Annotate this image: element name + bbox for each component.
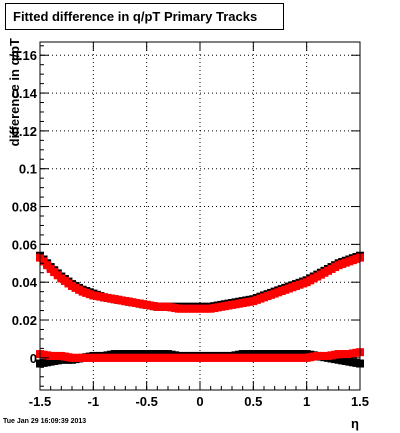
x-tick-label: -1 xyxy=(88,394,100,409)
x-tick-label: 1.5 xyxy=(351,394,369,409)
series-1 xyxy=(36,253,364,362)
y-tick-label: 0.14 xyxy=(12,86,38,101)
grid xyxy=(39,42,361,390)
x-tick-label: 1 xyxy=(303,394,310,409)
timestamp: Tue Jan 29 16:09:39 2013 xyxy=(3,418,87,425)
y-tick-label: 0.12 xyxy=(12,124,37,139)
y-tick-label: 0 xyxy=(30,351,37,366)
x-tick-label: 0.5 xyxy=(244,394,262,409)
data-marks xyxy=(36,251,364,368)
x-tick-label: -0.5 xyxy=(135,394,157,409)
y-axis-title: difference in q/pT xyxy=(7,38,22,146)
y-tick-label: 0.1 xyxy=(19,162,37,177)
x-tick-label: 0 xyxy=(196,394,203,409)
axis-ticks xyxy=(39,42,361,390)
tick-labels: -1.5 -1 -0.5 0 0.5 1 1.5 0 0.02 0.04 0.06 0.08 0.1 0.… xyxy=(12,48,369,409)
y-tick-label: 0.02 xyxy=(12,313,37,328)
y-tick-label: 0.06 xyxy=(12,237,37,252)
x-axis-title: η xyxy=(351,416,359,431)
y-tick-label: 0.08 xyxy=(12,200,37,215)
chart-title: Fitted difference in q/pT Primary Tracks xyxy=(5,3,284,30)
y-tick-label: 0.16 xyxy=(12,48,37,63)
y-tick-label: 0.04 xyxy=(12,275,38,290)
x-tick-label: -1.5 xyxy=(29,394,51,409)
